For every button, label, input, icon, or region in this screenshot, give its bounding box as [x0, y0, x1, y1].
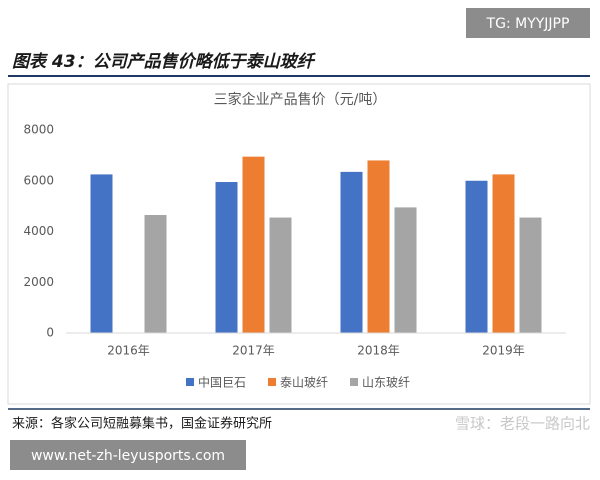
- watermark: 雪球：老段一路向北: [455, 415, 590, 433]
- url: www.net-zh-leyusports.com: [31, 448, 225, 464]
- legend-label: 中国巨石: [198, 375, 246, 390]
- bar: [519, 217, 542, 333]
- x-tick-label: 2017年: [232, 344, 275, 358]
- bar: [394, 207, 417, 333]
- y-tick-label: 8000: [23, 123, 54, 137]
- x-tick-label: 2018年: [357, 344, 400, 358]
- url-box: [10, 440, 246, 470]
- figure-title: 图表 43：公司产品售价略低于泰山玻纤: [12, 52, 317, 72]
- bar: [492, 174, 515, 333]
- bar: [144, 215, 167, 333]
- bar: [367, 160, 390, 333]
- source: 来源：各家公司短融募集书，国金证券研究所: [12, 416, 272, 432]
- tag-box: [466, 8, 590, 38]
- legend-label: 山东玻纤: [362, 376, 410, 390]
- bar: [90, 174, 113, 333]
- plot: 0 2000 4000 6000 8000 2016年 2017年 2018年 2019年中国巨…: [23, 123, 566, 390]
- legend-swatch: [350, 378, 358, 386]
- x-tick-label: 2016年: [107, 344, 150, 358]
- x-tick-label: 2019年: [482, 344, 525, 358]
- legend-swatch: [268, 378, 276, 386]
- bar: [340, 171, 363, 333]
- y-tick-label: 0: [46, 326, 54, 340]
- legend-label: 泰山玻纤: [280, 376, 328, 390]
- legend-swatch: [186, 378, 194, 386]
- bar: [269, 217, 292, 333]
- bar: [242, 156, 265, 333]
- chart-title: 三家企业产品售价（元/吨）: [214, 91, 387, 108]
- y-tick-label: 6000: [23, 173, 54, 187]
- y-tick-label: 2000: [23, 275, 54, 289]
- bar: [215, 182, 238, 333]
- bar: [465, 180, 488, 333]
- tag: TG: MYYJJPP: [486, 16, 570, 32]
- y-tick-label: 4000: [23, 224, 54, 238]
